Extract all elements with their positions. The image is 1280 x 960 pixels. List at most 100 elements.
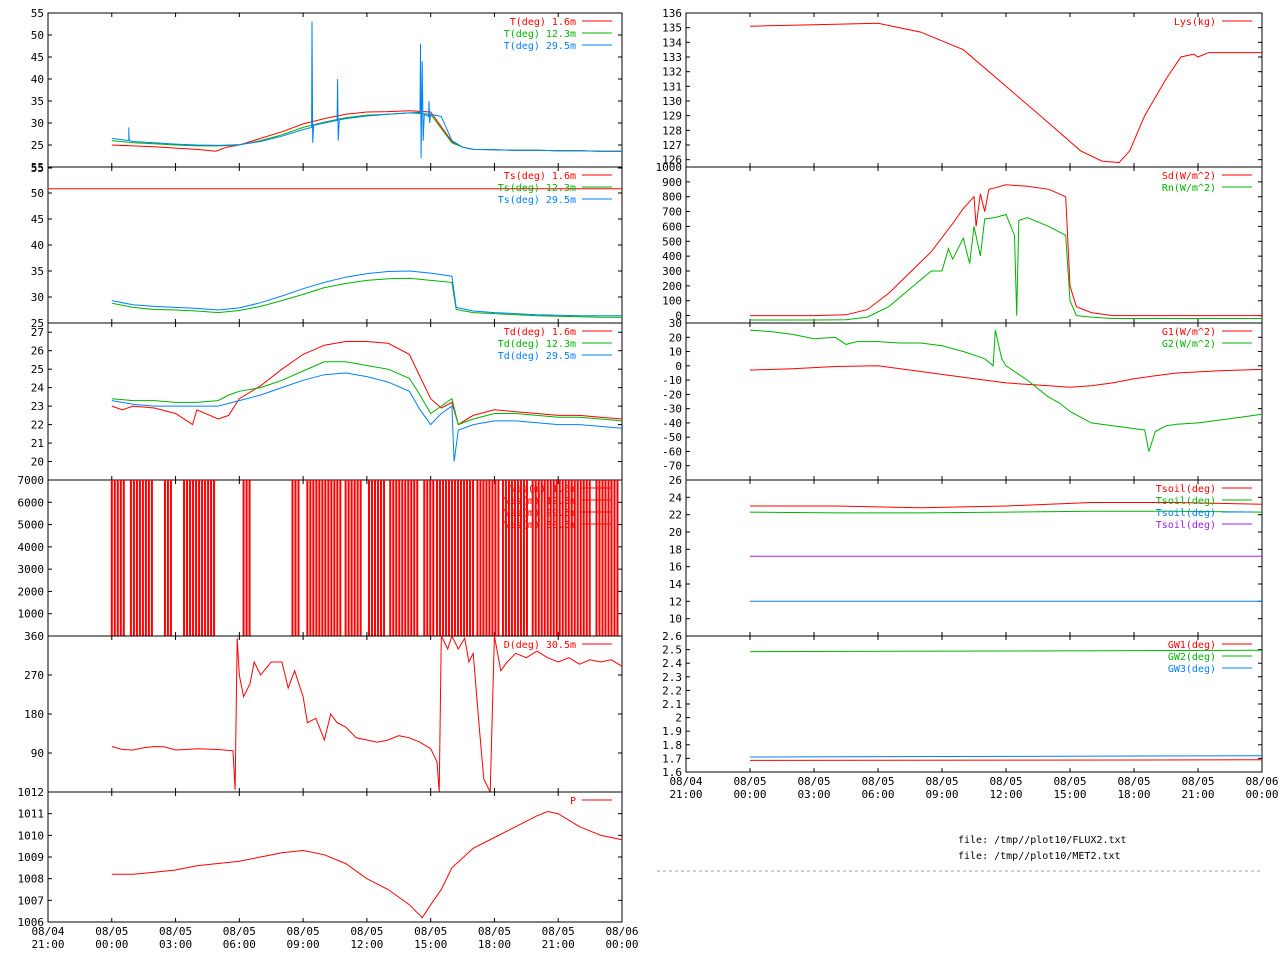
y-tick-label: 700 [662, 206, 682, 219]
y-tick-label: 50 [31, 29, 44, 42]
series-line-air-temperature-2 [111, 21, 622, 159]
legend-label: Tsoil(deg) [1156, 520, 1216, 531]
legend-label: Tsoil(deg) [1156, 484, 1216, 495]
x-tick-date: 08/04 [669, 775, 702, 788]
y-tick-label: 4000 [18, 541, 45, 554]
y-tick-label: 0 [675, 310, 682, 323]
x-tick-date: 08/05 [1053, 775, 1086, 788]
y-tick-label: 900 [662, 176, 682, 189]
y-tick-label: 1011 [18, 808, 45, 821]
y-tick-label: 26 [669, 474, 682, 487]
y-tick-label: 20 [31, 456, 44, 469]
x-tick-time: 15:00 [414, 938, 447, 951]
y-tick-label: -60 [662, 445, 682, 458]
legend-label: G1(W/m^2) [1162, 327, 1216, 338]
legend-label: Vis(m) 30.5m [504, 520, 576, 531]
y-tick-label: 2.1 [662, 698, 682, 711]
series-line-wind-direction-0 [111, 634, 623, 793]
y-tick-label: 129 [662, 110, 682, 123]
x-tick-date: 08/05 [414, 925, 447, 938]
y-tick-label: 30 [31, 117, 44, 130]
y-tick-label: 0 [675, 360, 682, 373]
legend-label: P [570, 796, 576, 807]
series-line-dewpoint-0 [111, 341, 623, 426]
y-tick-label: 1.7 [662, 752, 682, 765]
legend-label: T(deg) 29.5m [504, 41, 576, 52]
y-tick-label: 30 [669, 317, 682, 330]
legend-label: Rn(W/m^2) [1162, 183, 1216, 194]
y-tick-label: 1008 [18, 873, 45, 886]
x-tick-date: 08/05 [287, 925, 320, 938]
legend-label: Td(deg) 29.5m [498, 351, 576, 362]
y-tick-label: 1.8 [662, 739, 682, 752]
x-tick-time: 06:00 [861, 788, 894, 801]
y-tick-label: -10 [662, 374, 682, 387]
series-line-pressure-0 [111, 810, 623, 919]
x-tick-date: 08/05 [797, 775, 830, 788]
series-line-dewpoint-2 [111, 372, 623, 462]
y-tick-label: 2 [675, 712, 682, 725]
x-tick-time: 21:00 [669, 788, 702, 801]
x-tick-time: 00:00 [1245, 788, 1278, 801]
y-tick-label: 27 [31, 326, 44, 339]
y-tick-label: 2.5 [662, 644, 682, 657]
x-tick-date: 08/05 [350, 925, 383, 938]
x-tick-date: 08/05 [159, 925, 192, 938]
y-tick-label: 2.2 [662, 684, 682, 697]
y-tick-label: 23 [31, 400, 44, 413]
legend-label: Vis(m) 1.6m [510, 484, 576, 495]
y-tick-label: 10 [669, 613, 682, 626]
y-tick-label: 24 [669, 491, 683, 504]
y-tick-label: 180 [24, 708, 44, 721]
y-tick-label: 24 [31, 382, 45, 395]
y-tick-label: 360 [24, 630, 44, 643]
x-tick-time: 18:00 [478, 938, 511, 951]
series-line-soil-heat-flux-0 [749, 365, 1263, 388]
y-tick-label: 135 [662, 22, 682, 35]
y-tick-label: 45 [31, 51, 44, 64]
y-tick-label: 2.3 [662, 671, 682, 684]
y-tick-label: 55 [31, 161, 44, 174]
x-tick-time: 03:00 [159, 938, 192, 951]
y-tick-label: 12 [669, 595, 682, 608]
y-tick-label: 1012 [18, 786, 45, 799]
x-tick-time: 15:00 [1053, 788, 1086, 801]
y-tick-label: 25 [31, 139, 44, 152]
panel-frame-wind-direction [47, 635, 623, 793]
y-tick-label: 14 [669, 578, 683, 591]
x-tick-time: 12:00 [350, 938, 383, 951]
x-tick-date: 08/05 [733, 775, 766, 788]
legend-label: D(deg) 30.5m [504, 640, 576, 651]
x-tick-time: 00:00 [733, 788, 766, 801]
y-tick-label: 133 [662, 51, 682, 64]
x-tick-time: 21:00 [1181, 788, 1214, 801]
x-tick-time: 12:00 [989, 788, 1022, 801]
y-tick-label: 136 [662, 7, 682, 20]
y-tick-label: 134 [662, 36, 682, 49]
y-tick-label: 1007 [18, 894, 45, 907]
y-tick-label: 3000 [18, 563, 45, 576]
y-tick-label: 132 [662, 66, 682, 79]
y-tick-label: -40 [662, 417, 682, 430]
x-tick-time: 00:00 [95, 938, 128, 951]
series-line-lysimeter-0 [749, 22, 1262, 164]
x-tick-date: 08/05 [861, 775, 894, 788]
y-tick-label: 128 [662, 124, 682, 137]
x-tick-time: 06:00 [223, 938, 256, 951]
y-tick-label: 131 [662, 80, 682, 93]
legend-label: Tsoil(deg) [1156, 508, 1216, 519]
y-tick-label: 90 [31, 747, 44, 760]
x-tick-time: 00:00 [605, 938, 638, 951]
y-tick-label: 7000 [18, 474, 45, 487]
series-line-groundwater-1 [749, 649, 1263, 653]
y-tick-label: 30 [31, 291, 44, 304]
y-tick-label: 270 [24, 669, 44, 682]
legend-label: Vis(m) 29.5m [504, 508, 576, 519]
y-tick-label: 25 [31, 317, 44, 330]
series-line-soil-temperature-0 [750, 502, 1263, 509]
y-tick-label: 300 [662, 265, 682, 278]
y-tick-label: 10 [669, 346, 682, 359]
y-tick-label: 1009 [18, 851, 45, 864]
y-tick-label: 200 [662, 280, 682, 293]
x-tick-date: 08/06 [605, 925, 638, 938]
